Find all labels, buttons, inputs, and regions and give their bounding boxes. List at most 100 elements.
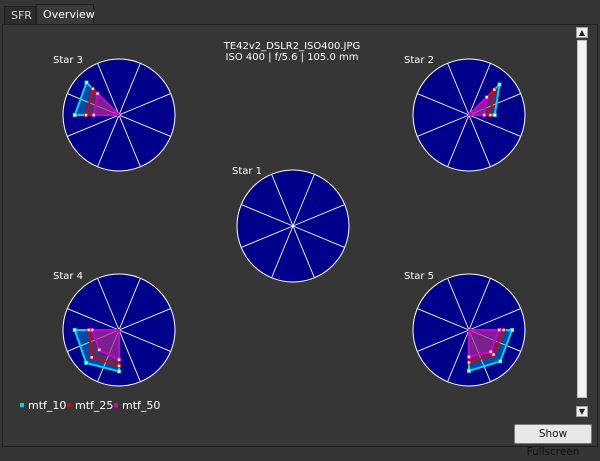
show-fullscreen-button[interactable]: Show Fullscreen: [514, 424, 592, 458]
mtf_50-point: [488, 349, 493, 354]
star-spoke: [447, 114, 470, 167]
mtf_10-point: [510, 327, 515, 332]
mtf_50-point: [95, 91, 100, 96]
mtf_25-point: [466, 360, 471, 365]
image-filename: TE42v2_DSLR2_ISO400.JPG: [223, 41, 361, 52]
mtf_25-point: [83, 113, 88, 118]
star-spoke: [271, 174, 294, 227]
mtf_50-point: [482, 113, 487, 118]
scroll-up-button[interactable]: ▲: [576, 27, 588, 38]
mtf_10-point: [492, 113, 497, 118]
star-label: Star 5: [404, 271, 434, 282]
star-spoke: [118, 278, 141, 331]
legend-label: mtf_50: [122, 399, 160, 412]
star-spoke: [97, 114, 120, 167]
legend: mtf_10 mtf_25 mtf_50: [20, 399, 160, 412]
mtf_25-point: [90, 86, 95, 91]
star-spoke: [292, 174, 315, 227]
mtf_50-point: [466, 354, 471, 359]
legend-item-mtf_10: mtf_10: [20, 399, 66, 412]
star-spoke: [67, 93, 120, 116]
mtf_10-point: [84, 360, 89, 365]
mtf_50-point: [97, 347, 102, 352]
star-spoke: [118, 114, 171, 137]
mtf_10-point: [497, 82, 502, 87]
star-spoke: [468, 308, 521, 331]
star-spoke: [468, 278, 491, 331]
star-chart-5: Star 5: [404, 271, 526, 387]
star-spoke: [118, 329, 171, 352]
star-spoke: [468, 114, 521, 137]
scrollbar-track[interactable]: [576, 38, 588, 406]
star-spoke: [292, 225, 345, 248]
star-spoke: [447, 278, 470, 331]
star-spoke: [417, 114, 470, 137]
legend-label: mtf_25: [75, 399, 113, 412]
mtf_50-point: [117, 357, 122, 362]
star-spoke: [271, 225, 294, 278]
star-label: Star 2: [404, 55, 434, 66]
star-spoke: [468, 329, 491, 382]
mtf_10-point: [117, 369, 122, 374]
star-spoke: [67, 114, 120, 137]
legend-swatch: [67, 403, 71, 407]
star-spoke: [97, 278, 120, 331]
mtf_50-point: [90, 327, 95, 332]
star-spoke: [447, 329, 470, 382]
mtf_25-point: [488, 113, 493, 118]
star-spoke: [241, 225, 294, 248]
star-spoke: [97, 63, 120, 116]
stars-layer: Star 1 Star 2 Star 3 Star 4 Star 5: [53, 55, 526, 387]
star-chart-3: Star 3: [53, 55, 176, 172]
star-spoke: [417, 329, 470, 352]
star-spoke: [292, 204, 345, 227]
mtf_25-point: [501, 327, 506, 332]
star-label: Star 4: [53, 271, 83, 282]
mtf_50-polygon: [92, 92, 120, 116]
mtf_25-point: [491, 352, 496, 357]
star-spoke: [292, 225, 315, 278]
star-spoke: [67, 329, 120, 352]
star-label: Star 3: [53, 55, 83, 66]
mtf_10-point: [84, 80, 89, 85]
star-spoke: [97, 329, 120, 382]
star-spoke: [417, 93, 470, 116]
mtf_50-point: [484, 95, 489, 100]
mtf_10-point: [498, 359, 503, 364]
mtf-overview-plot: TE42v2_DSLR2_ISO400.JPG ISO 400 | f/5.6 …: [20, 41, 526, 412]
tab-overview[interactable]: Overview: [36, 4, 95, 24]
star-spoke: [447, 63, 470, 116]
legend-label: mtf_10: [28, 399, 66, 412]
star-spoke: [118, 329, 141, 382]
star-chart-2: Star 2: [404, 55, 526, 172]
legend-swatch: [20, 403, 24, 407]
star-spoke: [468, 114, 491, 167]
star-spoke: [468, 63, 491, 116]
legend-item-mtf_25: mtf_25: [67, 399, 113, 412]
star-spoke: [417, 308, 470, 331]
star-chart-4: Star 4: [53, 271, 176, 387]
mtf_25-point: [492, 87, 497, 92]
star-spoke: [118, 308, 171, 331]
tab-sfr[interactable]: SFR: [4, 6, 36, 25]
mtf_25-point: [117, 363, 122, 368]
exposure-info: ISO 400 | f/5.6 | 105.0 mm: [226, 52, 359, 63]
mtf_50-point: [91, 113, 96, 118]
star-spoke: [118, 114, 141, 167]
scrollbar-thumb[interactable]: [577, 40, 587, 398]
scroll-down-button[interactable]: ▼: [576, 406, 588, 417]
mtf_10-point: [72, 327, 77, 332]
mtf_10-point: [466, 368, 471, 373]
star-spoke: [468, 93, 521, 116]
star-label: Star 1: [232, 166, 262, 177]
star-spoke: [67, 308, 120, 331]
star-spoke: [118, 93, 171, 116]
legend-swatch: [114, 403, 118, 407]
mtf_10-point: [72, 113, 77, 118]
star-chart-1: Star 1: [232, 166, 350, 283]
legend-item-mtf_50: mtf_50: [114, 399, 160, 412]
mtf_25-point: [86, 327, 91, 332]
mtf_50-point: [497, 327, 502, 332]
mtf_25-point: [89, 355, 94, 360]
star-spoke: [241, 204, 294, 227]
